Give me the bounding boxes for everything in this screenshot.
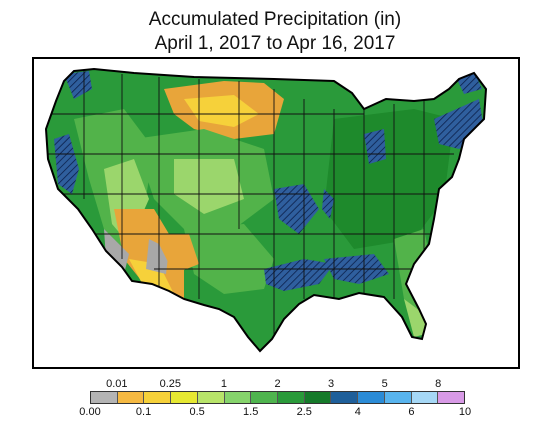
legend-label-bottom: 0.1 <box>135 406 152 418</box>
legend-label-top: 1 <box>220 378 227 390</box>
legend-label-bottom: 0.5 <box>189 406 205 418</box>
legend-swatch <box>331 392 359 403</box>
legend-swatch <box>438 392 465 403</box>
legend-swatch <box>358 392 385 403</box>
legend-swatch <box>197 392 225 403</box>
map-title: Accumulated Precipitation (in) <box>148 9 402 30</box>
legend-label-bottom: 10 <box>458 406 472 418</box>
legend-swatch <box>251 392 279 403</box>
legend-swatch <box>224 392 252 403</box>
precipitation-legend: 0.00 0.1 0.5 1.5 2.5 4 6 10 0.01 0.25 1 2 3 5 8 <box>79 378 471 418</box>
legend-label-top: 5 <box>381 378 388 390</box>
legend-swatch <box>304 392 332 403</box>
legend-swatch <box>384 392 412 403</box>
legend-label-bottom: 6 <box>408 406 415 418</box>
map-date-range: April 1, 2017 to Apr 16, 2017 <box>154 33 396 54</box>
map-canvas <box>45 68 487 352</box>
legend-swatch <box>117 392 145 403</box>
legend-color-bar <box>90 391 465 404</box>
legend-label-top: 0.01 <box>106 378 128 390</box>
legend-swatch <box>171 392 198 403</box>
legend-swatch <box>278 392 305 403</box>
legend-label-top: 0.25 <box>159 378 182 390</box>
legend-swatch <box>411 392 439 403</box>
precipitation-map <box>32 57 520 369</box>
legend-swatch <box>144 392 172 403</box>
legend-swatch <box>91 392 118 403</box>
legend-label-bottom: 2.5 <box>296 406 312 418</box>
legend-label-bottom: 4 <box>354 406 361 418</box>
legend-label-top: 8 <box>435 378 442 390</box>
legend-label-bottom: 0.00 <box>79 406 101 418</box>
legend-label-bottom: 1.5 <box>243 406 259 418</box>
legend-label-top: 2 <box>274 378 281 390</box>
legend-label-top: 3 <box>328 378 335 390</box>
